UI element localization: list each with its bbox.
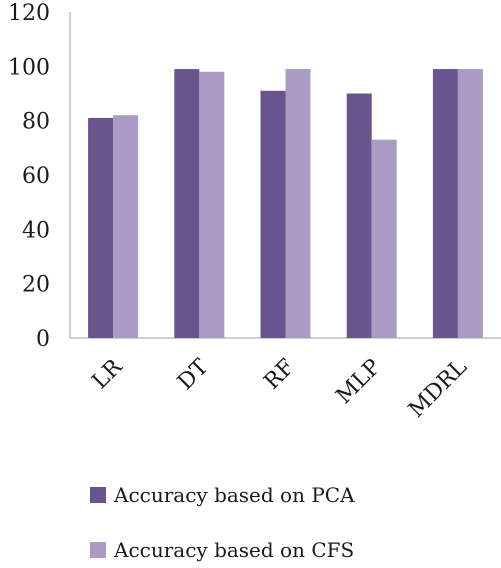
x-tick-label: RF: [260, 355, 300, 395]
bar-cfs-mdrl: [457, 69, 483, 339]
y-tick-label: 20: [22, 273, 50, 298]
bar-pca-dt: [174, 69, 200, 339]
bar-cfs-mlp: [371, 139, 397, 338]
y-axis-ticks: 0 20 40 60 80 100 120: [8, 1, 50, 352]
bar-cfs-rf: [285, 69, 311, 339]
y-tick-label: 40: [22, 218, 50, 243]
legend-label-pca: Accuracy based on PCA: [114, 483, 355, 507]
y-tick-label: 120: [8, 1, 50, 26]
legend-swatch-pca: [90, 487, 106, 503]
bars: [88, 69, 483, 339]
x-tick-label: LR: [88, 354, 129, 395]
x-tick-label: MLP: [332, 354, 387, 409]
y-tick-label: 80: [22, 110, 50, 135]
legend-item-pca: Accuracy based on PCA: [90, 483, 355, 507]
legend-item-cfs: Accuracy based on CFS: [90, 538, 354, 562]
bar-cfs-dt: [199, 71, 225, 339]
bar-pca-mdrl: [432, 69, 458, 339]
y-tick-label: 0: [36, 327, 50, 352]
y-tick-label: 60: [22, 164, 50, 189]
y-tick-label: 100: [8, 55, 50, 80]
bar-pca-rf: [260, 90, 286, 339]
bar-chart: 0 20 40 60 80 100 120 LR DT RF MLP MDRL: [8, 1, 501, 423]
bar-pca-lr: [88, 117, 114, 338]
legend-swatch-cfs: [90, 542, 106, 558]
x-tick-label: DT: [173, 354, 214, 395]
legend-label-cfs: Accuracy based on CFS: [114, 538, 355, 562]
bar-pca-mlp: [346, 93, 372, 338]
x-tick-label: MDRL: [404, 354, 472, 422]
bar-cfs-lr: [113, 115, 139, 338]
category-labels: LR DT RF MLP MDRL: [88, 354, 473, 423]
